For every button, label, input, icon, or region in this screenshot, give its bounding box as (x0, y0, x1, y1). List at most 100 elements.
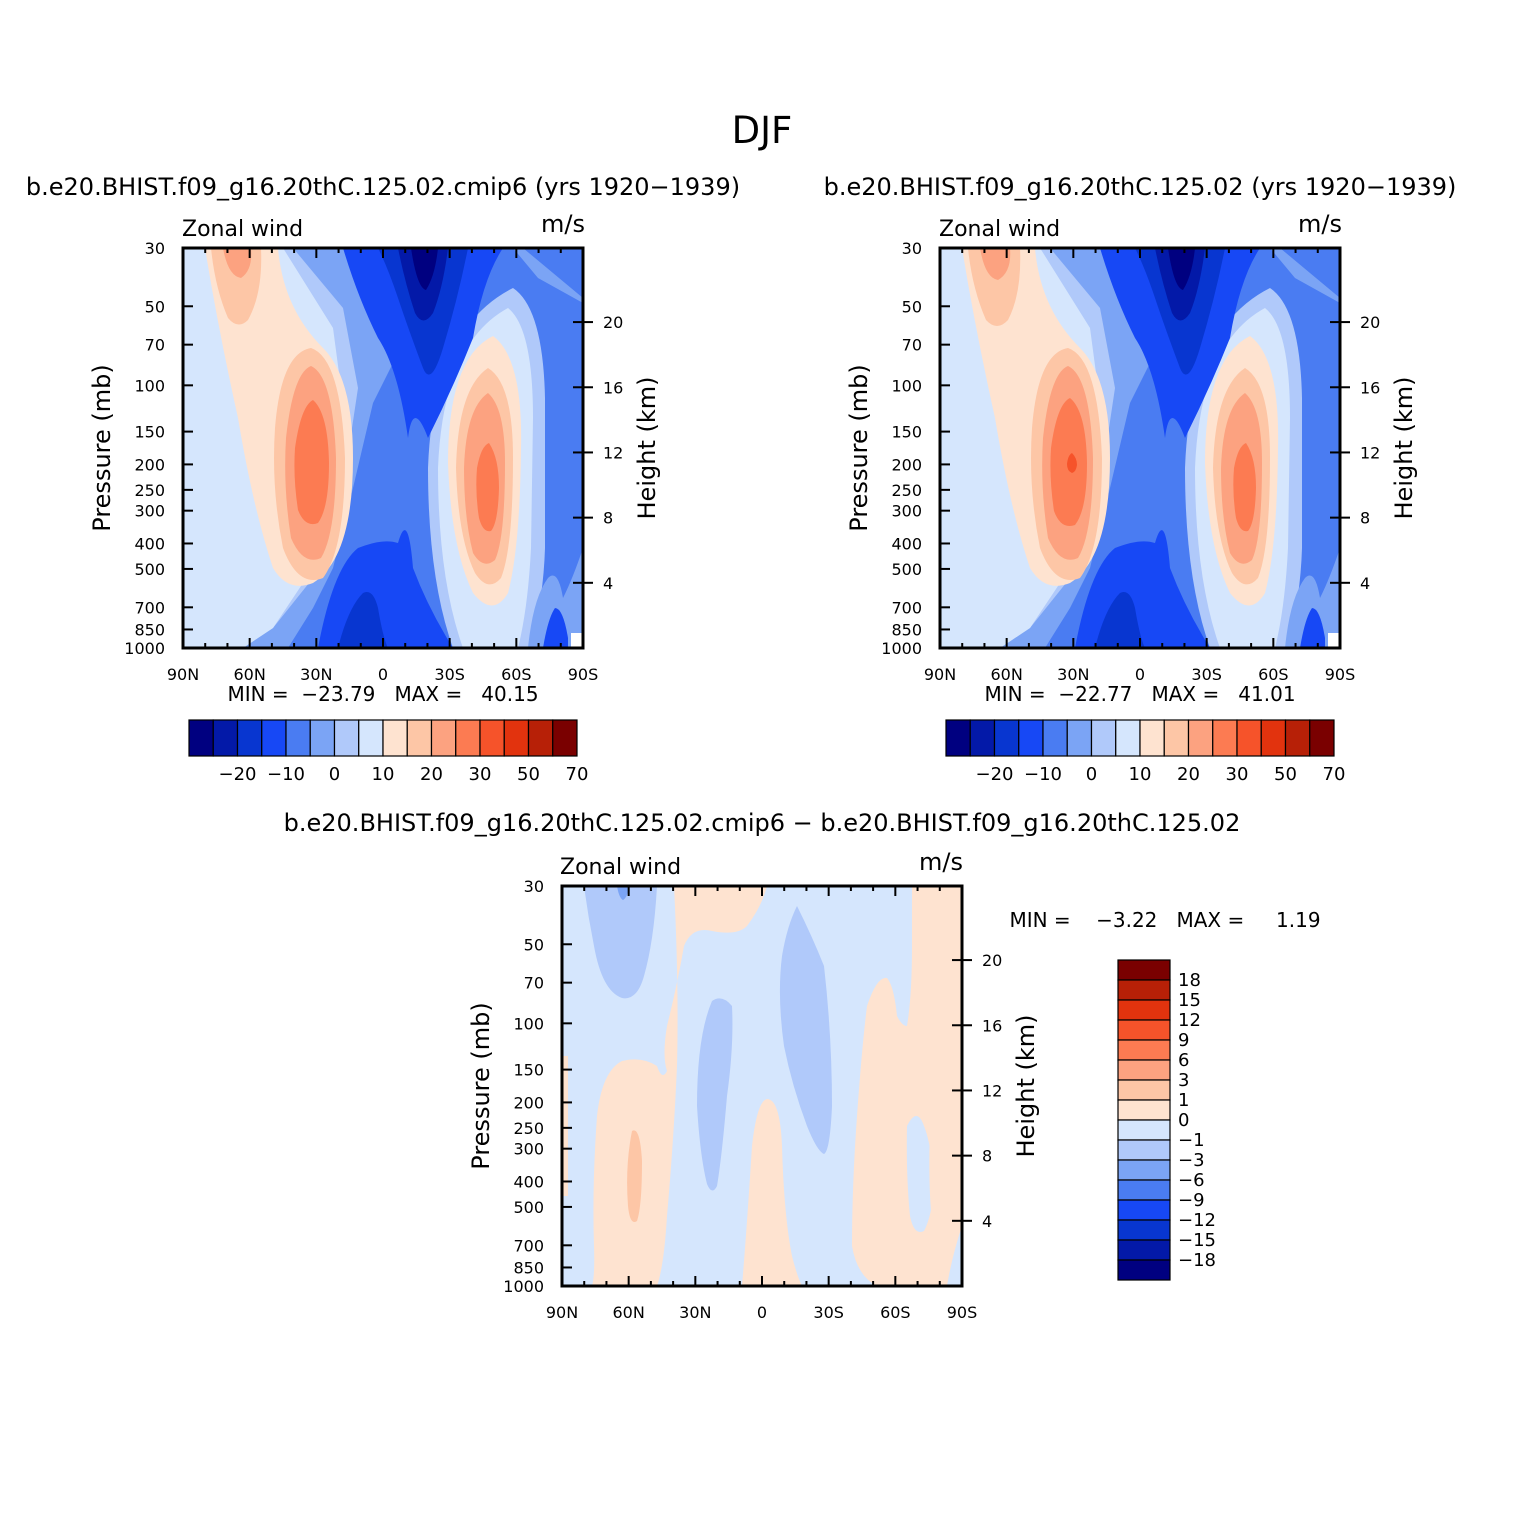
pressure-tick-label: 500 (513, 1198, 544, 1217)
x-tick-label: 60N (234, 665, 266, 684)
height-tick-label: 8 (1360, 509, 1370, 528)
pressure-tick-label: 200 (513, 1093, 544, 1112)
pressure-tick-label: 30 (524, 877, 544, 896)
contour-level-6-north (980, 248, 1011, 280)
contour-level-neg1-south-pocket (906, 1116, 934, 1232)
height-tick-label: 8 (603, 509, 613, 528)
pressure-tick-label: 400 (134, 534, 165, 553)
height-tick-label: 16 (1360, 378, 1380, 397)
panel-1-colorbar: −20 −10 0 10 20 30 50 70 (188, 719, 589, 785)
height-tick-label: 20 (982, 951, 1002, 970)
pressure-tick-label: 850 (891, 620, 922, 639)
colorbar-swatch (552, 719, 578, 757)
contour-level-neg3-pole (528, 548, 583, 648)
height-tick-label: 16 (982, 1016, 1002, 1035)
colorbar-swatch (479, 719, 505, 757)
colorbar-swatch (1117, 1139, 1171, 1161)
pressure-tick-label: 50 (902, 297, 922, 316)
colorbar-label: 20 (420, 764, 443, 785)
panel-2: b.e20.BHIST.f09_g16.20thC.125.02 (yrs 19… (824, 173, 1457, 785)
colorbar-swatch (1309, 719, 1335, 757)
pressure-tick-label: 100 (134, 376, 165, 395)
x-tick-label: 30N (1057, 665, 1089, 684)
contour-level-neg18 (1168, 248, 1195, 290)
height-tick-label: 20 (1360, 313, 1380, 332)
pressure-tick-label: 70 (524, 974, 544, 993)
colorbar-label: 12 (1178, 1010, 1201, 1031)
contour-level-9-south (476, 443, 499, 532)
colorbar-swatch (1042, 719, 1068, 757)
contour-level-9-mid (294, 400, 329, 525)
colorbar-label: −15 (1178, 1230, 1216, 1251)
colorbar-label: 30 (1226, 764, 1249, 785)
colorbar-label: 70 (1323, 764, 1346, 785)
pressure-tick-label: 1000 (124, 639, 165, 658)
pressure-tick-label: 300 (891, 502, 922, 521)
contour-level-neg5-south (523, 248, 583, 298)
colorbar-label: −20 (976, 764, 1014, 785)
pressure-tick-label: 300 (513, 1140, 544, 1159)
pressure-tick-label: 1000 (503, 1277, 544, 1296)
x-tick-label: 60N (991, 665, 1023, 684)
colorbar-swatch (945, 719, 971, 757)
contour-level-0-south-sliver (929, 1122, 942, 1225)
panel-2-minmax: MIN = −22.77 MAX = 41.01 (984, 682, 1295, 706)
contour-level-neg12-low (338, 592, 388, 648)
colorbar-swatch (1117, 1259, 1171, 1281)
colorbar-label: −10 (267, 764, 305, 785)
x-tick-label: 30N (300, 665, 332, 684)
pressure-tick-label: 200 (134, 455, 165, 474)
contour-level-neg9-pole (1300, 608, 1325, 648)
colorbar-swatch (1163, 719, 1190, 757)
panel-3-variable-label: Zonal wind (560, 855, 681, 880)
x-tick-label: 0 (378, 665, 388, 684)
pressure-tick-label: 30 (902, 239, 922, 258)
height-tick-label: 20 (603, 313, 623, 332)
colorbar-label: −10 (1024, 764, 1062, 785)
contour-level-neg18 (411, 248, 438, 290)
colorbar-label: −18 (1178, 1250, 1216, 1271)
pressure-tick-label: 250 (513, 1119, 544, 1138)
panel-3-y2label: Height (km) (1012, 1015, 1040, 1158)
height-tick-label: 4 (603, 574, 613, 593)
contour-level-0-tropic (742, 1099, 802, 1286)
pressure-tick-label: 50 (524, 935, 544, 954)
contour-level-neg3-north (584, 886, 657, 999)
contour-level-neg3-south (779, 906, 832, 1154)
colorbar-swatch (1187, 719, 1214, 757)
pressure-tick-label: 850 (513, 1258, 544, 1277)
panel-3-ylabel: Pressure (mb) (467, 1002, 495, 1169)
x-tick-label: 30S (1191, 665, 1222, 684)
x-tick-label: 30N (679, 1303, 711, 1322)
contour-level-0-pocket (627, 1130, 642, 1222)
pressure-tick-label: 50 (145, 297, 165, 316)
panel-2-ylabel: Pressure (mb) (845, 364, 873, 531)
colorbar-swatch (212, 719, 239, 757)
pressure-tick-label: 500 (891, 560, 922, 579)
height-tick-label: 12 (603, 443, 623, 462)
contour-level-0-west (183, 248, 203, 648)
colorbar-swatch (1117, 1179, 1171, 1201)
pressure-tick-label: 30 (145, 239, 165, 258)
x-tick-label: 60N (613, 1303, 645, 1322)
panel-3-minmax: MIN = −3.22 MAX = 1.19 (1009, 908, 1320, 932)
panel-1-variable-label: Zonal wind (182, 217, 303, 242)
panel-1-ylabel: Pressure (mb) (88, 364, 116, 531)
colorbar-swatch (333, 719, 360, 757)
pressure-tick-label: 400 (513, 1172, 544, 1191)
colorbar-swatch (382, 719, 408, 757)
panel-2-variable-label: Zonal wind (939, 217, 1060, 242)
pressure-tick-label: 700 (134, 598, 165, 617)
contour-level-neg6-north (617, 886, 630, 900)
colorbar-swatch (1066, 719, 1093, 757)
colorbar-label: 70 (566, 764, 589, 785)
colorbar-label: 30 (469, 764, 492, 785)
pressure-tick-label: 500 (134, 560, 165, 579)
contour-level-6-north (223, 248, 252, 278)
panel-2-y2label: Height (km) (1390, 377, 1418, 520)
colorbar-label: −1 (1178, 1130, 1205, 1151)
x-tick-label: 90N (924, 665, 956, 684)
contour-level-neg1-bottom-pole (947, 1246, 962, 1286)
colorbar-label: 0 (1178, 1110, 1189, 1131)
